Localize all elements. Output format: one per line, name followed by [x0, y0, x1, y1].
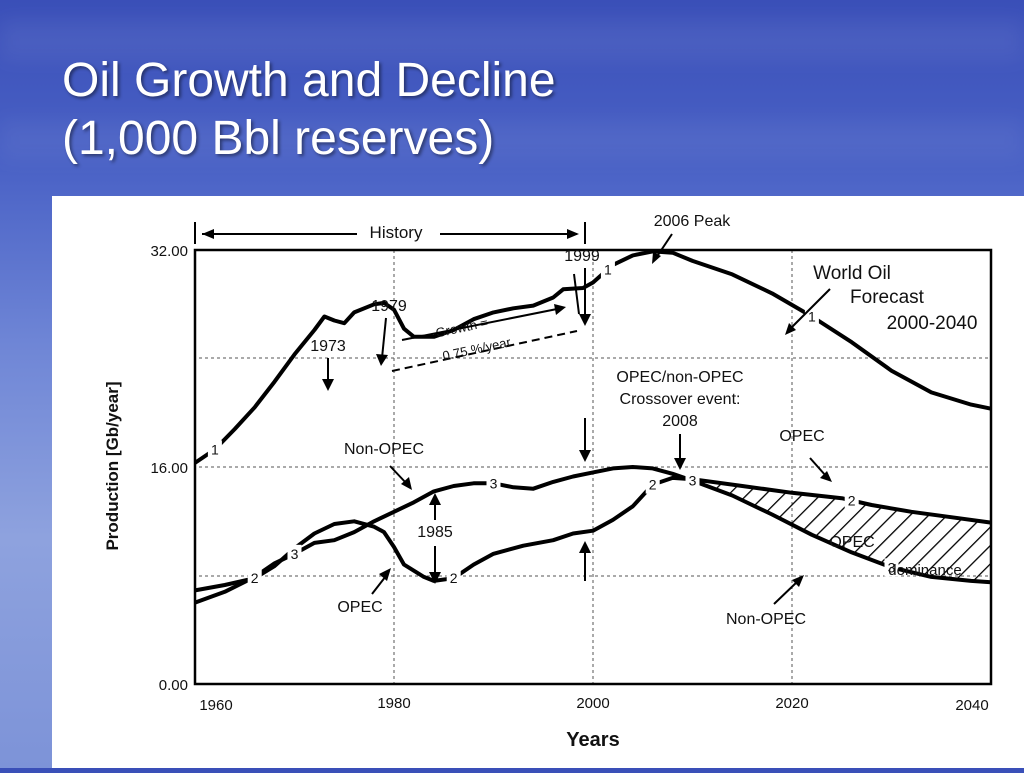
- annotations: 2006 Peak 1999 1979 1973 Growth = 0.75 %…: [310, 213, 977, 628]
- year-1999-label: 1999: [564, 248, 600, 265]
- x-tick-label-1960: 1960: [199, 697, 232, 714]
- y-axis: 0.00 16.00 32.00 Production [Gb/year]: [103, 243, 188, 694]
- crossover-label-1: OPEC/non-OPEC: [616, 369, 743, 386]
- series-3-marker-label: 3: [291, 546, 299, 562]
- peak-2006-label: 2006 Peak: [654, 213, 732, 230]
- oil-production-chart: 1 1 1 2 2 2 2 3 3 3 3 0.00 16.00 32.00 Production …: [103, 213, 993, 751]
- history-bracket: History: [194, 222, 586, 244]
- plot-frame: [193, 248, 993, 686]
- series-2-marker: 2: [645, 475, 660, 494]
- growth-label-line2: 0.75 %/year: [441, 334, 513, 363]
- series-2-marker: 2: [446, 569, 461, 588]
- series-3-marker-label: 3: [888, 559, 896, 575]
- series-2-marker-label: 2: [649, 477, 657, 493]
- crossover-label-2: Crossover event:: [620, 391, 741, 408]
- series-3-marker: 3: [884, 558, 899, 577]
- series-3-marker: 3: [486, 474, 501, 493]
- title-line-2: (1,000 Bbl reserves): [62, 112, 495, 165]
- series-3-marker-label: 3: [689, 473, 697, 489]
- history-label: History: [370, 223, 423, 242]
- grid: [199, 250, 990, 684]
- year-1985-label: 1985: [417, 524, 453, 541]
- series-3-marker: 3: [287, 544, 302, 563]
- x-tick-label-2040: 2040: [955, 697, 988, 714]
- opec-dominance-label-1: OPEC: [829, 534, 874, 551]
- growth-trend-line: [391, 330, 578, 372]
- opec-label-left: OPEC: [337, 599, 382, 616]
- x-axis-label: Years: [566, 729, 619, 751]
- opec-dominance-region: [672, 473, 991, 583]
- series-3-marker-label: 3: [490, 475, 498, 491]
- crossover-label-3: 2008: [662, 413, 698, 430]
- world-oil-label-3: 2000-2040: [887, 313, 978, 334]
- series-1-marker-label: 1: [211, 441, 219, 457]
- x-tick-label-2000: 2000: [576, 695, 609, 712]
- x-tick-label-1980: 1980: [377, 695, 410, 712]
- series-2-marker-label: 2: [251, 570, 259, 586]
- series-1-line: [193, 249, 992, 465]
- opec-label-right: OPEC: [779, 428, 824, 445]
- series-2-marker-label: 2: [848, 492, 856, 508]
- series-1-marker-label: 1: [604, 261, 612, 277]
- world-oil-label-1: World Oil: [813, 263, 891, 284]
- series-1-marker: 1: [207, 440, 222, 459]
- chart-figure: 1 1 1 2 2 2 2 3 3 3 3 0.00 16.00 32.00 Production …: [52, 196, 1024, 768]
- series-markers: 1 1 1 2 2 2 2 3 3 3 3: [207, 260, 899, 588]
- series-2-marker: 2: [844, 491, 859, 510]
- y-tick-label-16: 16.00: [150, 460, 188, 477]
- series-2-marker-label: 2: [450, 570, 458, 586]
- year-1979-label: 1979: [371, 298, 407, 315]
- series-1-marker: 1: [804, 307, 819, 326]
- y-tick-label-32: 32.00: [150, 243, 188, 260]
- sky-streak: [0, 120, 1024, 160]
- y-tick-label-0: 0.00: [159, 677, 188, 694]
- series-1-marker: 1: [600, 260, 615, 279]
- world-oil-label-2: Forecast: [850, 287, 925, 308]
- year-1973-label: 1973: [310, 338, 346, 355]
- x-tick-label-2020: 2020: [775, 695, 808, 712]
- non-opec-label-top: Non-OPEC: [344, 441, 424, 458]
- opec-dominance-label-2: dominance: [888, 562, 961, 579]
- series-3-line: [194, 465, 992, 605]
- x-axis: 1960 1980 2000 2020 2040 Years: [199, 695, 988, 751]
- sky-streak: [0, 20, 1024, 60]
- y-axis-label: Production [Gb/year]: [103, 381, 122, 550]
- series-3-marker: 3: [685, 471, 700, 490]
- title-line-1: Oil Growth and Decline: [62, 54, 556, 107]
- slide-title: Oil Growth and Decline (1,000 Bbl reserv…: [62, 52, 556, 168]
- non-opec-label-bottom: Non-OPEC: [726, 611, 806, 628]
- series-2-marker: 2: [247, 569, 262, 588]
- series-2-line: [194, 475, 992, 593]
- series-1-marker-label: 1: [808, 308, 816, 324]
